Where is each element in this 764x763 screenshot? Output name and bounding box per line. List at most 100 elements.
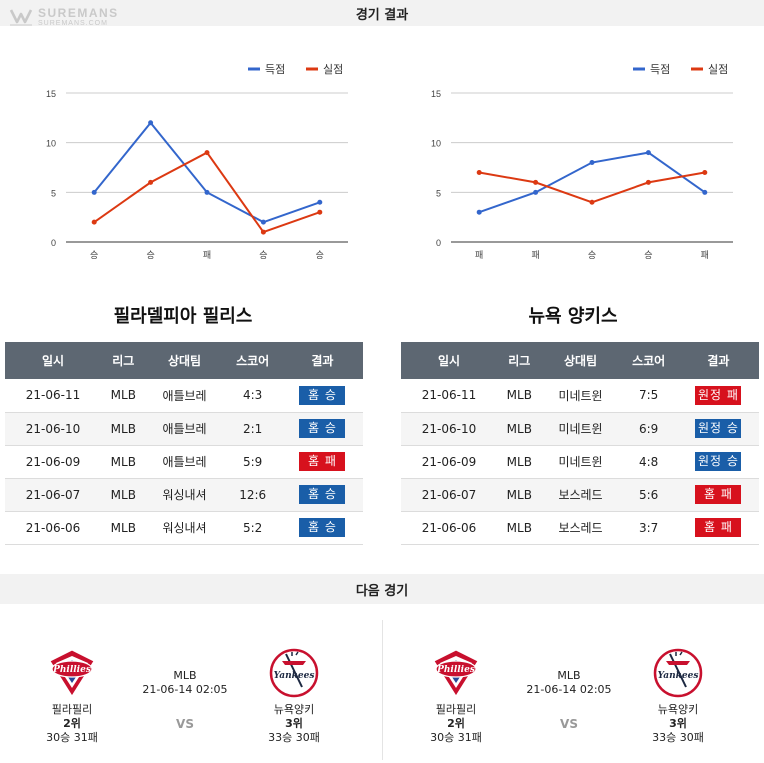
yankees-logo-icon: Yankees [653,648,703,698]
game-datetime: 21-06-14 02:05 [142,683,228,696]
logo-name: SUREMANS [38,6,119,20]
result-badge: 홈 승 [299,485,346,504]
table-row: 21-06-06 MLB 워싱내셔 5:2 홈 승 [5,511,363,545]
col-score: 스코어 [223,342,282,379]
vs-label: VS [560,717,578,731]
cell-league: MLB [497,412,542,446]
game-info: MLB 21-06-14 02:05 [514,669,624,697]
data-point [476,209,482,215]
results-section-title: 경기 결과 [355,7,409,23]
col-date: 일시 [401,342,498,379]
cell-league: MLB [101,379,146,413]
cell-date: 21-06-10 [5,412,102,446]
data-point [204,189,210,195]
cell-score: 6:9 [619,412,678,446]
col-date: 일시 [5,342,102,379]
cell-date: 21-06-09 [401,445,498,479]
col-result: 결과 [677,342,759,379]
chart-yankees-recent: 0 5 10 15 패 패 승 승 패 득점 실점 [415,55,755,270]
result-badge: 홈 패 [695,485,742,504]
cell-opponent: 워싱내셔 [145,511,224,545]
cell-score: 4:8 [619,445,678,479]
cell-result: 홈 승 [281,412,363,446]
cell-score: 4:3 [223,379,282,413]
cell-opponent: 미네트윈 [541,412,620,446]
cell-league: MLB [101,511,146,545]
cell-date: 21-06-06 [401,511,498,545]
away-team[interactable]: Yankees 뉴욕양키 3위 33승 30패 [244,625,344,745]
x-tick-label: 승 [146,250,154,261]
cell-league: MLB [497,478,542,512]
away-team-name: 뉴욕양키 [273,703,315,716]
svg-text:Yankees: Yankees [658,671,699,681]
game-datetime: 21-06-14 02:05 [526,683,612,696]
col-league: 리그 [497,342,542,379]
cell-league: MLB [101,412,146,446]
data-point [476,169,482,175]
cell-opponent: 애틀브레 [145,412,224,446]
chart-yankees-svg: 0 5 10 15 패 패 승 승 패 득점 실점 [431,63,733,261]
data-point [317,209,323,215]
data-point [702,189,708,195]
home-team[interactable]: Phillies 필라필리 2위 30승 31패 [22,625,122,745]
away-team-rank: 3위 [285,717,303,730]
cell-opponent: 보스레드 [541,478,620,512]
cell-score: 7:5 [619,379,678,413]
cell-score: 12:6 [223,478,282,512]
home-team[interactable]: Phillies 필라필리 2위 30승 31패 [406,625,506,745]
table-row: 21-06-11 MLB 애틀브레 4:3 홈 승 [5,379,363,413]
away-team-record: 33승 30패 [268,731,320,744]
legend-label: 실점 [323,63,343,76]
table-row: 21-06-10 MLB 미네트윈 6:9 원정 승 [401,412,759,446]
cell-result: 홈 승 [281,511,363,545]
result-badge: 원정 승 [695,452,742,471]
legend-label: 실점 [708,63,728,76]
series-line [479,171,705,204]
cell-result: 홈 패 [281,445,363,479]
result-badge: 홈 승 [299,518,346,537]
data-point [91,189,97,195]
y-tick-label: 0 [51,238,56,248]
home-team-name: 필라필리 [51,703,93,716]
x-tick-label: 승 [588,250,596,261]
table-row: 21-06-07 MLB 보스레드 5:6 홈 패 [401,478,759,512]
cell-result: 원정 승 [677,412,759,446]
next-game-card[interactable]: Phillies 필라필리 2위 30승 31패 MLB 21-06-14 02… [384,625,764,760]
result-badge: 홈 승 [299,385,346,405]
chart-philadelphia-recent: 0 5 10 15 승 승 패 승 승 득점 실점 [30,55,370,270]
results-table-philadelphia: 일시 리그 상대팀 스코어 결과 21-06-11 MLB 애틀브레 4:3 홈 승 21… [5,342,363,545]
cell-date: 21-06-09 [5,445,102,479]
cell-date: 21-06-11 [401,379,498,413]
x-tick-label: 승 [316,250,324,261]
col-score: 스코어 [619,342,678,379]
result-badge: 원정 승 [695,419,742,438]
data-point [260,219,266,225]
cell-result: 홈 패 [677,511,759,545]
table-row: 21-06-11 MLB 미네트윈 7:5 원정 패 [401,379,759,413]
cell-date: 21-06-07 [401,478,498,512]
col-opponent: 상대팀 [541,342,620,379]
col-opponent: 상대팀 [145,342,224,379]
table-row: 21-06-09 MLB 애틀브레 5:9 홈 패 [5,445,363,479]
y-tick-label: 0 [436,238,441,248]
cell-league: MLB [101,445,146,479]
result-badge: 홈 패 [695,518,742,537]
cell-score: 5:9 [223,445,282,479]
cell-opponent: 보스레드 [541,511,620,545]
away-team[interactable]: Yankees 뉴욕양키 3위 33승 30패 [628,625,728,745]
site-logo[interactable]: SUREMANS SUREMANS.COM [8,6,119,28]
results-section-header: 경기 결과 [0,0,764,26]
legend-label: 득점 [265,63,285,76]
svg-text:Phillies: Phillies [52,665,91,675]
x-tick-label: 패 [475,250,483,261]
col-league: 리그 [101,342,146,379]
x-tick-label: 승 [259,250,267,261]
result-badge: 홈 패 [299,452,346,471]
home-team-name: 필라필리 [435,703,477,716]
series-line [93,121,321,224]
cell-result: 원정 승 [677,445,759,479]
next-game-card[interactable]: Phillies 필라필리 2위 30승 31패 MLB 21-06-14 02… [0,625,380,760]
data-point [533,179,539,185]
data-point [645,150,651,156]
